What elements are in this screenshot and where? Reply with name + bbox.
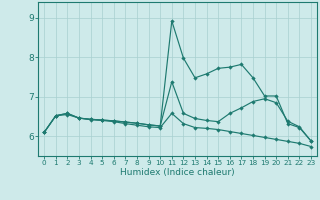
- X-axis label: Humidex (Indice chaleur): Humidex (Indice chaleur): [120, 168, 235, 177]
